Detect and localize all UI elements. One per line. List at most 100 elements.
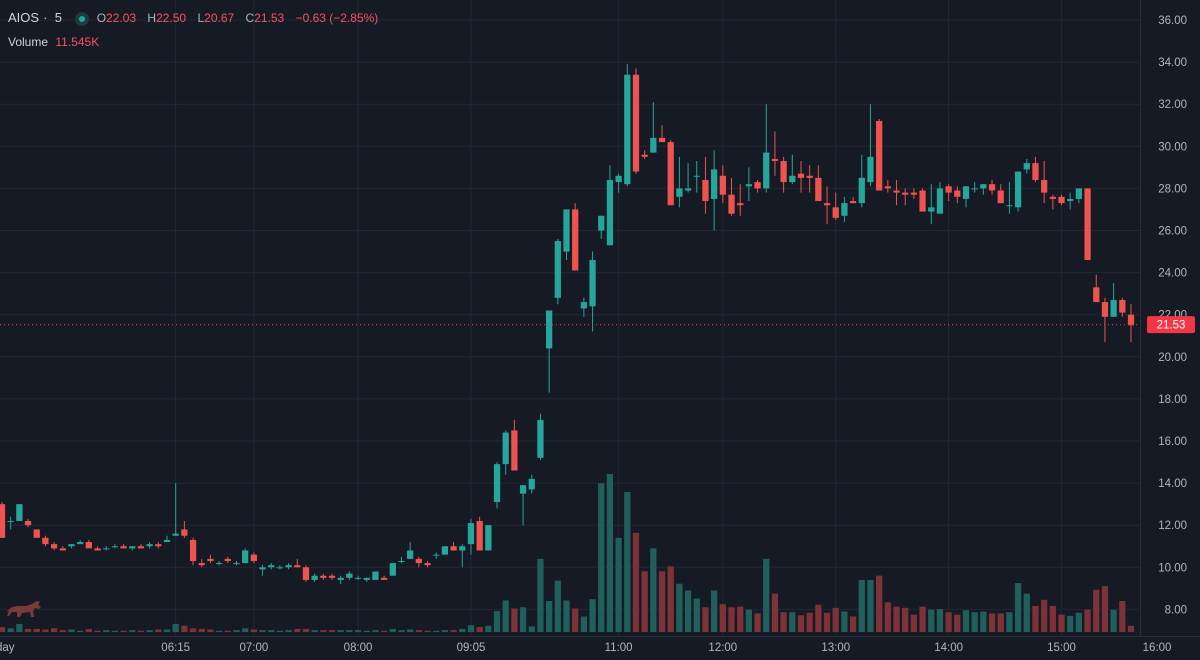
interval[interactable]: 5 (54, 10, 62, 25)
volume-bar (459, 628, 466, 632)
candle-body (806, 175, 813, 178)
candle-body (181, 529, 188, 536)
candle (971, 182, 978, 193)
candle-body (103, 548, 110, 550)
candle-body (737, 203, 744, 206)
candle-body (876, 121, 883, 191)
volume-bar (198, 628, 205, 632)
candle-body (207, 558, 214, 561)
volume-bar (389, 628, 396, 632)
candle (459, 544, 466, 568)
candle-body (485, 525, 492, 551)
volume-bar (363, 630, 370, 632)
candle-body (259, 567, 266, 570)
time-axis[interactable]: day 06:15 07:00 08:00 09:05 11:00 12:00 13:00 14… (0, 636, 1200, 660)
candle-body (1032, 163, 1039, 180)
volume-bar (702, 607, 709, 632)
candle-body (372, 571, 379, 580)
candle-body (988, 184, 996, 191)
volume-bar (7, 628, 14, 632)
candle (372, 571, 379, 580)
volume-bar (1058, 614, 1065, 632)
volume-bar (763, 558, 770, 632)
candle (650, 102, 657, 153)
candle (502, 430, 509, 475)
volume-bar (163, 629, 171, 632)
candle (129, 546, 136, 551)
candle-body (1093, 287, 1100, 303)
volume-bar (33, 628, 40, 632)
volume-bar (537, 558, 544, 632)
candle (215, 560, 223, 566)
candle (945, 184, 952, 202)
volume-bar (129, 630, 136, 632)
time-tick-label: 07:00 (239, 642, 268, 654)
candle-body (285, 565, 292, 568)
candle (962, 186, 970, 208)
volume-bar (711, 590, 718, 632)
volume-bar (146, 630, 153, 632)
volume-bar (893, 606, 900, 632)
candle-body (511, 430, 518, 471)
volume-bar (493, 610, 501, 632)
candle (711, 150, 718, 231)
volume-bars (0, 474, 1135, 632)
candle (1058, 194, 1065, 206)
price-tick-label: 32.00 (1158, 99, 1187, 111)
volume-bar (16, 623, 23, 632)
candle (737, 184, 744, 216)
candle-body (155, 544, 162, 547)
volume-bar (771, 593, 779, 632)
candle (424, 560, 431, 568)
volume-bar (424, 630, 431, 632)
candle (68, 544, 75, 549)
candle-body (85, 542, 92, 549)
candle-body (563, 209, 570, 252)
volume-bar (658, 571, 666, 632)
volume-bar (1041, 599, 1048, 632)
candle-body (598, 215, 605, 231)
open-value: 22.03 (106, 11, 137, 25)
candle-body (893, 190, 900, 193)
candle-body (1110, 299, 1117, 317)
candle (450, 542, 457, 551)
candle-body (198, 563, 205, 566)
volume-bar (1101, 586, 1109, 632)
candle (1110, 283, 1117, 317)
symbol-name[interactable]: AIOS (8, 10, 40, 25)
candle (754, 179, 761, 193)
time-tick-label: 16:00 (1143, 642, 1172, 654)
candle (137, 544, 145, 549)
candle (233, 560, 240, 566)
candle (1049, 194, 1056, 210)
volume-bar (276, 630, 284, 632)
candle-body (242, 550, 249, 564)
candle (259, 565, 266, 576)
market-status-icon[interactable] (75, 11, 90, 26)
candle (0, 502, 6, 538)
candle (493, 462, 501, 509)
volume-bar (728, 607, 735, 632)
candle-body (1023, 163, 1030, 170)
candle (806, 165, 813, 193)
candle (728, 177, 735, 216)
grid-lines (0, 0, 1158, 636)
volume-bar (485, 625, 492, 632)
candle-body (771, 158, 779, 162)
candle (1006, 182, 1013, 214)
volume-bar (1093, 589, 1100, 632)
candle (59, 546, 66, 551)
candle-body (624, 74, 631, 185)
volume-bar (233, 630, 240, 632)
candle (763, 104, 770, 193)
volume-bar (441, 630, 449, 632)
price-tick-label: 26.00 (1158, 226, 1187, 238)
volume-bar (554, 580, 561, 632)
candle (1023, 158, 1030, 174)
volume-bar (476, 627, 483, 632)
candle-body (763, 152, 770, 189)
volume-bar (867, 579, 874, 632)
candle (389, 563, 396, 576)
candle (441, 546, 449, 555)
